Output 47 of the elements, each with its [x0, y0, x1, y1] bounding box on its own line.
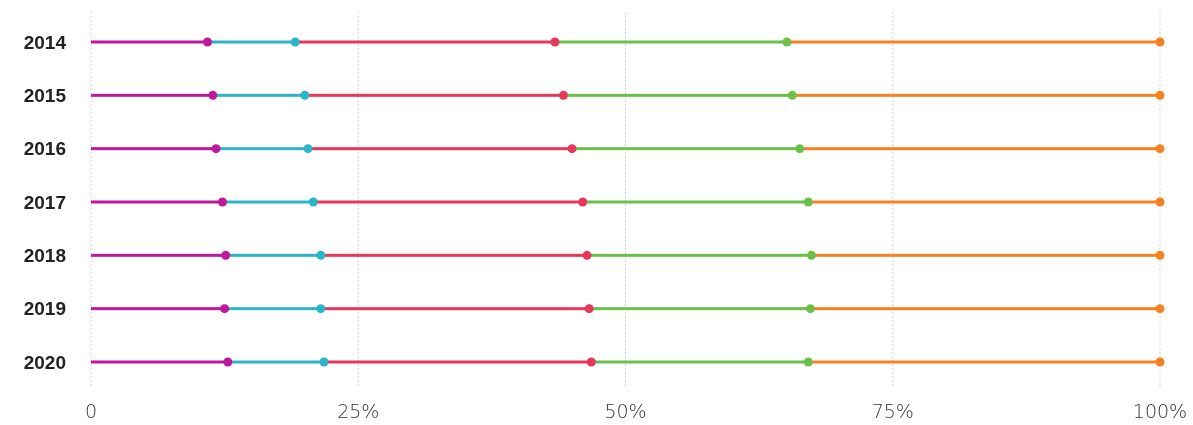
x-tick-label: 25% — [337, 400, 380, 422]
point — [803, 357, 813, 367]
y-tick-label: 2016 — [23, 138, 66, 160]
point — [782, 37, 792, 47]
point — [1155, 357, 1165, 367]
x-tick-label: 0 — [84, 400, 98, 422]
point — [223, 357, 233, 367]
point — [805, 304, 815, 314]
point — [586, 357, 596, 367]
point — [290, 37, 300, 47]
point — [1155, 144, 1165, 154]
point — [300, 90, 310, 100]
point — [807, 250, 817, 260]
y-tick-label: 2014 — [23, 31, 67, 53]
point — [582, 250, 592, 260]
y-tick-label: 2017 — [23, 191, 66, 213]
point — [1155, 197, 1165, 207]
x-tick-label: 100% — [1132, 400, 1188, 422]
point — [303, 144, 313, 154]
y-tick-label: 2015 — [23, 84, 67, 106]
point — [787, 90, 797, 100]
y-tick-label: 2019 — [23, 298, 66, 320]
point — [584, 304, 594, 314]
point — [803, 197, 813, 207]
y-tick-label: 2020 — [23, 351, 66, 373]
point — [567, 144, 577, 154]
x-tick-label: 75% — [871, 400, 914, 422]
point — [203, 37, 213, 47]
point — [1155, 90, 1165, 100]
point — [217, 197, 227, 207]
point — [550, 37, 560, 47]
point — [1155, 37, 1165, 47]
point — [220, 304, 230, 314]
point — [559, 90, 568, 100]
x-tick-label: 50% — [604, 400, 647, 422]
point — [578, 197, 588, 207]
point — [1155, 304, 1165, 314]
point — [316, 250, 326, 260]
point — [221, 250, 231, 260]
point — [1155, 250, 1165, 260]
point — [795, 144, 805, 154]
point — [208, 90, 218, 100]
y-tick-label: 2018 — [23, 244, 66, 266]
point — [308, 197, 318, 207]
point — [316, 304, 326, 314]
point — [211, 144, 221, 154]
point — [319, 357, 329, 367]
